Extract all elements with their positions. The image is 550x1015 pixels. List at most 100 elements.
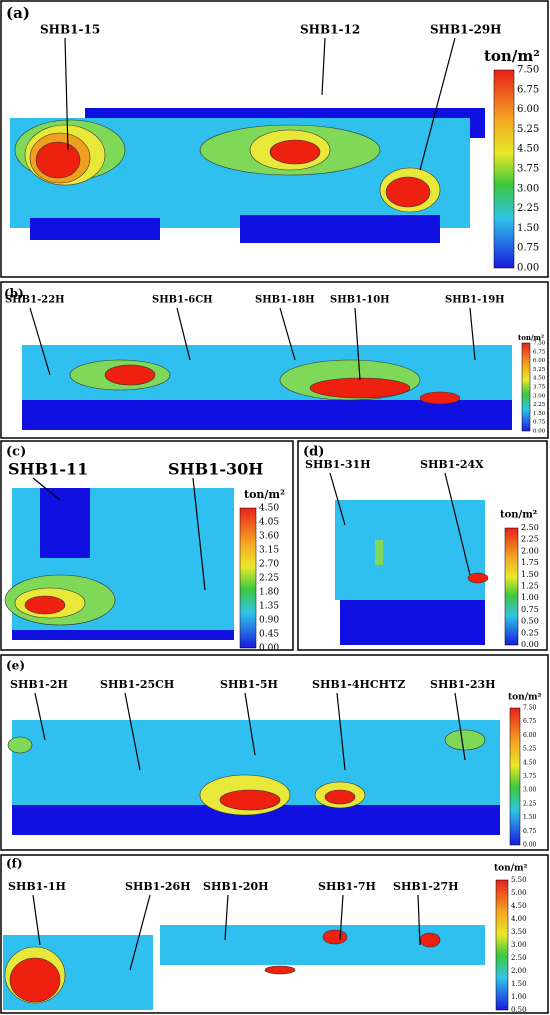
colorbar-tick-label: 2.00 [511, 967, 527, 975]
panel-label: (f) [6, 857, 23, 871]
colorbar-tick-label: 1.50 [517, 223, 539, 234]
colorbar-tick-label: 0.50 [521, 617, 539, 626]
well-label: SHB1-5H [220, 678, 278, 691]
well-trajectory [336, 692, 346, 771]
colorbar-tick-label: 7.50 [517, 65, 539, 76]
colorbar [504, 527, 519, 646]
panel-label: (b) [4, 287, 24, 301]
panel-label: (a) [6, 4, 30, 22]
well-trajectory [339, 894, 344, 941]
well-trajectory [176, 307, 191, 361]
map-panel: (b)SHB1-22H SHB1-6CH SHB1-18H SHB1-10H SHB1-… [0, 281, 549, 439]
colorbar [239, 507, 257, 649]
colorbar-tick-label: 0.00 [533, 429, 546, 435]
colorbar-tick-label: 0.00 [523, 842, 537, 849]
colorbar-tick-label: 5.25 [523, 746, 537, 753]
colorbar-tick-label: 0.90 [259, 616, 279, 626]
panel-border [0, 0, 549, 278]
map-region [375, 540, 383, 565]
well-label: SHB1-25CH [100, 678, 174, 691]
colorbar-unit: ton/m² [500, 510, 537, 521]
well-trajectory [244, 692, 256, 756]
colorbar-tick-label: 3.00 [511, 941, 527, 949]
well-label: SHB1-24X [420, 458, 484, 471]
map-region [385, 176, 431, 208]
well-label: SHB1-7H [318, 880, 376, 893]
colorbar-tick-label: 3.60 [259, 532, 279, 542]
map-panel: (e) SHB1-2H SHB1-25CH SHB1-5H SHB1-4HCHTZ SHB… [0, 654, 549, 851]
colorbar-tick-label: 4.05 [259, 518, 279, 528]
well-label: SHB1-15 [40, 23, 100, 37]
colorbar-tick-label: 3.00 [523, 787, 537, 794]
map-region [40, 488, 90, 558]
colorbar-unit: ton/m² [518, 333, 544, 342]
colorbar-tick-label: 3.75 [533, 385, 546, 391]
colorbar-unit: ton/m² [494, 864, 528, 874]
colorbar-tick-label: 6.75 [533, 349, 546, 355]
map-region [419, 932, 441, 948]
well-label: SHB1-27H [393, 880, 459, 893]
colorbar-tick-label: 1.25 [521, 582, 539, 591]
well-trajectory [32, 477, 61, 501]
map-region [264, 965, 296, 975]
colorbar-tick-label: 0.00 [517, 263, 539, 274]
colorbar-tick-label: 3.00 [533, 393, 546, 399]
well-label: SHB1-12 [300, 23, 360, 37]
colorbar-tick-label: 1.00 [521, 593, 539, 602]
colorbar-tick-label: 1.80 [259, 588, 279, 598]
well-trajectory [124, 692, 141, 771]
colorbar-tick-label: 6.75 [523, 718, 537, 725]
well-label: SHB1-6CH [152, 295, 213, 306]
colorbar-tick-label: 0.75 [521, 605, 539, 614]
colorbar-tick-label: 4.50 [523, 759, 537, 766]
colorbar-tick-label: 0.25 [521, 628, 539, 637]
colorbar-tick-label: 2.25 [517, 203, 539, 214]
map-region [269, 139, 321, 165]
colorbar-tick-label: 4.50 [517, 144, 539, 155]
colorbar-tick-label: 6.00 [533, 358, 546, 364]
colorbar-tick-label: 2.70 [259, 560, 279, 570]
colorbar-tick-label: 1.50 [533, 411, 546, 417]
colorbar-tick-label: 4.50 [259, 504, 279, 514]
colorbar-unit: ton/m² [484, 47, 540, 65]
well-label: SHB1-19H [445, 295, 505, 306]
colorbar-tick-label: 0.00 [259, 644, 279, 654]
colorbar-tick-label: 1.35 [259, 602, 279, 612]
map-region [240, 215, 440, 243]
well-trajectory [329, 472, 346, 526]
colorbar-tick-label: 3.00 [517, 183, 539, 194]
well-label: SHB1-26H [125, 880, 191, 893]
colorbar-tick-label: 6.00 [523, 732, 537, 739]
colorbar-tick-label: 4.50 [533, 376, 546, 382]
well-label: SHB1-18H [255, 295, 315, 306]
map-region [7, 736, 33, 754]
colorbar-tick-label: 7.50 [523, 705, 537, 712]
well-trajectory [224, 894, 229, 941]
colorbar-tick-label: 3.15 [259, 546, 279, 556]
colorbar-tick-label: 0.75 [533, 420, 546, 426]
colorbar-tick-label: 2.25 [533, 402, 546, 408]
colorbar-tick-label: 4.50 [511, 902, 527, 910]
map-region [340, 600, 485, 645]
well-label: SHB1-4HCHTZ [312, 678, 405, 691]
well-label: SHB1-11 [8, 460, 88, 479]
colorbar-tick-label: 5.25 [517, 124, 539, 135]
colorbar-tick-label: 1.50 [521, 570, 539, 579]
colorbar-tick-label: 2.00 [521, 546, 539, 555]
colorbar-tick-label: 2.25 [521, 535, 539, 544]
colorbar-tick-label: 1.50 [523, 814, 537, 821]
panel-label: (c) [6, 445, 26, 460]
well-label: SHB1-29H [430, 23, 502, 37]
well-trajectory [321, 37, 326, 96]
colorbar-unit: ton/m² [508, 693, 542, 703]
well-label: SHB1-31H [305, 458, 371, 471]
colorbar-tick-label: 1.00 [511, 993, 527, 1001]
well-label: SHB1-2H [10, 678, 68, 691]
colorbar-tick-label: 0.45 [259, 630, 279, 640]
panel-border [0, 854, 549, 1014]
colorbar-tick-label: 3.50 [511, 928, 527, 936]
map-region [9, 957, 61, 1003]
map-region [24, 595, 66, 615]
map-region [104, 364, 156, 386]
colorbar [495, 879, 509, 1011]
